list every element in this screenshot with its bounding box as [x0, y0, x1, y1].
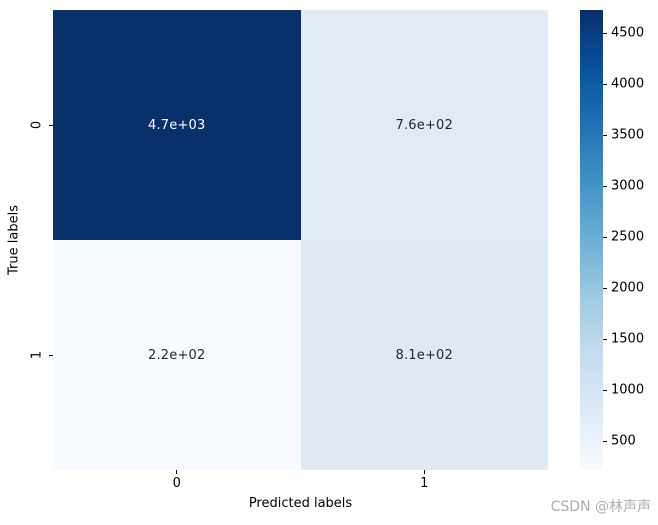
y-tick-mark: [49, 124, 53, 126]
colorbar-tick-label: 500: [611, 433, 636, 449]
y-axis-title: True labels: [6, 205, 22, 275]
watermark: CSDN @林声声: [550, 499, 651, 515]
cell-annotation: 7.6e+02: [395, 117, 453, 133]
colorbar-tick-label: 3500: [611, 127, 645, 143]
colorbar-tick-mark: [603, 83, 607, 85]
x-axis-title: Predicted labels: [248, 496, 353, 511]
colorbar: [580, 10, 603, 470]
colorbar-tick-mark: [603, 185, 607, 187]
colorbar-tick-mark: [603, 134, 607, 136]
heatmap-cell-r0c0: 4.7e+03: [53, 10, 301, 240]
cell-annotation: 4.7e+03: [147, 117, 206, 133]
colorbar-tick-label: 4000: [611, 76, 645, 92]
colorbar-tick-label: 2000: [611, 280, 645, 296]
colorbar-tick-mark: [603, 440, 607, 442]
y-tick-label: 0: [29, 120, 45, 130]
x-tick-label: 1: [420, 476, 429, 491]
colorbar-tick-mark: [603, 236, 607, 238]
colorbar-tick-label: 1500: [611, 331, 645, 347]
x-tick-mark: [176, 470, 178, 474]
colorbar-tick-mark: [603, 287, 607, 289]
cell-annotation: 2.2e+02: [147, 347, 206, 363]
y-tick-mark: [49, 354, 53, 356]
colorbar-tick-label: 4500: [611, 25, 645, 41]
cell-annotation: 8.1e+02: [395, 347, 453, 363]
colorbar-tick-label: 3000: [611, 178, 645, 194]
colorbar-tick-label: 2500: [611, 229, 645, 245]
heatmap-cell-r1c0: 2.2e+02: [53, 240, 301, 470]
colorbar-tick-label: 1000: [611, 382, 645, 398]
heatmap-cell-r1c1: 8.1e+02: [300, 240, 548, 470]
colorbar-tick-mark: [603, 389, 607, 391]
colorbar-tick-mark: [603, 338, 607, 340]
heatmap-cell-r0c1: 7.6e+02: [300, 10, 548, 240]
heatmap-plot-area: 4.7e+03 7.6e+02 2.2e+02 8.1e+02: [53, 10, 548, 470]
y-tick-label: 1: [29, 350, 45, 360]
colorbar-tick-mark: [603, 32, 607, 34]
x-tick-mark: [423, 470, 425, 474]
x-tick-label: 0: [172, 476, 181, 491]
